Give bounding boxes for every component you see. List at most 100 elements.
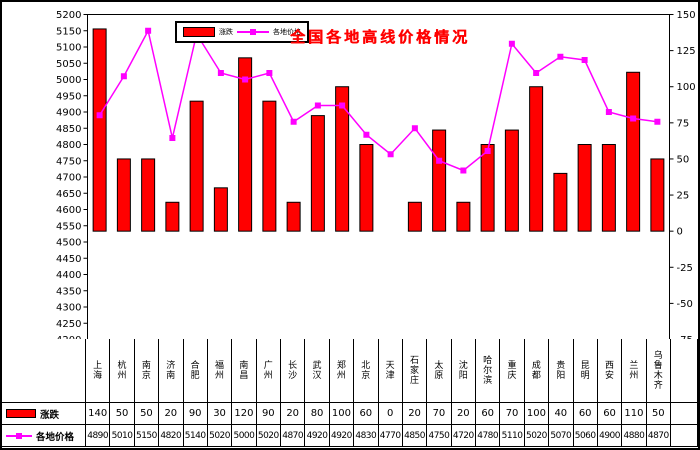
price-value-贵阳: 5070 [549, 425, 574, 447]
left-axis-tick-label: 4950 [56, 91, 81, 102]
price-line-marker-太原 [436, 157, 443, 164]
price-value-郑州: 4920 [329, 425, 355, 447]
left-axis-tick-label: 4750 [56, 156, 81, 167]
left-axis-tick-label: 5000 [56, 75, 81, 86]
right-axis-tick-label: -50 [677, 299, 693, 310]
line-series-row-label: 各地价格 [2, 425, 86, 447]
price-line-marker-北京 [363, 131, 370, 138]
bar-哈尔滨 [480, 144, 495, 232]
chart-title: 全国各地高线价格情况 [290, 28, 471, 46]
bar-合肥 [189, 100, 204, 232]
table-header-filler [671, 339, 698, 403]
price-line-marker-郑州 [339, 102, 346, 109]
price-value-合肥: 5140 [183, 425, 208, 447]
change-row-filler [671, 403, 698, 425]
price-line-marker-杭州 [120, 73, 127, 80]
change-value-合肥: 90 [183, 403, 208, 425]
price-line-marker-南京 [145, 27, 152, 34]
price-value-哈尔滨: 4780 [476, 425, 501, 447]
bar-南京 [141, 158, 156, 232]
price-value-南昌: 5000 [232, 425, 257, 447]
price-value-南京: 5150 [134, 425, 160, 447]
change-value-太原: 70 [427, 403, 452, 425]
right-axis-tick-label: 0 [677, 227, 683, 238]
bar-广州 [262, 100, 277, 232]
change-value-昆明: 60 [573, 403, 598, 425]
change-value-石家庄: 20 [402, 403, 428, 425]
line-series-name: 各地价格 [36, 431, 75, 443]
price-value-石家庄: 4850 [402, 425, 428, 447]
change-value-广州: 90 [256, 403, 281, 425]
right-axis-tick-label: 125 [677, 46, 696, 57]
category-label-哈尔滨: 哈 尔 滨 [476, 339, 501, 403]
left-axis-tick-label: 4250 [56, 319, 81, 330]
change-value-西安: 60 [597, 403, 623, 425]
bar-series-row-label: 涨跌 [2, 403, 86, 425]
category-label-天津: 天 津 [378, 339, 403, 403]
line-marker-icon [16, 432, 22, 439]
price-row-filler [671, 425, 698, 447]
left-axis-tick-label: 4500 [56, 238, 81, 249]
price-line-marker-石家庄 [411, 125, 418, 132]
price-line-marker-乌鲁木齐 [654, 118, 661, 125]
price-line-marker-重庆 [508, 40, 515, 47]
left-axis-tick-label: 4600 [56, 205, 81, 216]
price-value-成都: 5020 [524, 425, 550, 447]
change-value-南昌: 120 [232, 403, 257, 425]
change-value-兰州: 110 [622, 403, 647, 425]
bar-重庆 [504, 129, 519, 232]
bar-西安 [601, 144, 616, 232]
bar-南昌 [238, 57, 253, 232]
line-series-swatch-icon [6, 432, 32, 440]
left-axis-tick-label: 5150 [56, 26, 81, 37]
price-value-北京: 4830 [354, 425, 379, 447]
change-value-成都: 100 [524, 403, 550, 425]
price-value-武汉: 4920 [305, 425, 330, 447]
bar-长沙 [286, 201, 301, 232]
change-value-北京: 60 [354, 403, 379, 425]
price-line-marker-济南 [169, 135, 176, 141]
price-line [98, 28, 658, 172]
price-value-乌鲁木齐: 4870 [646, 425, 671, 447]
bar-上海 [92, 28, 107, 232]
left-axis-tick-label: 4450 [56, 254, 81, 265]
left-axis-tick-label: 4800 [56, 140, 81, 151]
price-value-兰州: 4880 [622, 425, 647, 447]
bar-贵阳 [553, 172, 568, 232]
category-label-济南: 济 南 [159, 339, 184, 403]
category-label-乌鲁木齐: 乌 鲁 木 齐 [646, 339, 671, 403]
price-line-marker-武汉 [314, 102, 321, 109]
category-label-北京: 北 京 [354, 339, 379, 403]
bar-昆明 [577, 144, 592, 232]
chart-data-table: 上 海杭 州南 京济 南合 肥福 州南 昌广 州长 沙武 汉郑 州北 京天 津石… [2, 339, 698, 448]
left-axis-tick-label: 5200 [56, 10, 81, 21]
change-value-乌鲁木齐: 50 [646, 403, 671, 425]
price-line-marker-西安 [605, 109, 612, 115]
bar-济南 [165, 201, 180, 232]
price-value-重庆: 5110 [500, 425, 525, 447]
price-line-marker-成都 [533, 70, 540, 76]
change-value-重庆: 70 [500, 403, 525, 425]
category-label-长沙: 长 沙 [281, 339, 306, 403]
change-value-武汉: 80 [305, 403, 330, 425]
chart-legend[interactable]: 涨跌 各地价格 [175, 21, 309, 43]
category-label-成都: 成 都 [524, 339, 550, 403]
category-label-石家庄: 石 家 庄 [402, 339, 428, 403]
change-value-沈阳: 20 [451, 403, 476, 425]
price-value-济南: 4820 [159, 425, 184, 447]
bar-沈阳 [456, 201, 471, 232]
category-label-杭州: 杭 州 [110, 339, 135, 403]
right-axis-tick-label: 25 [677, 191, 690, 202]
left-axis-tick-label: 4700 [56, 173, 81, 184]
category-label-重庆: 重 庆 [500, 339, 525, 403]
left-axis-tick-label: 4650 [56, 189, 81, 200]
price-line-marker-天津 [387, 151, 394, 158]
change-value-长沙: 20 [281, 403, 306, 425]
bar-兰州 [626, 71, 641, 232]
left-axis-tick-label: 5100 [56, 43, 81, 54]
category-label-南昌: 南 昌 [232, 339, 257, 403]
right-axis-tick-label: 50 [677, 154, 690, 165]
bar-乌鲁木齐 [650, 158, 665, 232]
table-corner-cell [2, 339, 86, 403]
